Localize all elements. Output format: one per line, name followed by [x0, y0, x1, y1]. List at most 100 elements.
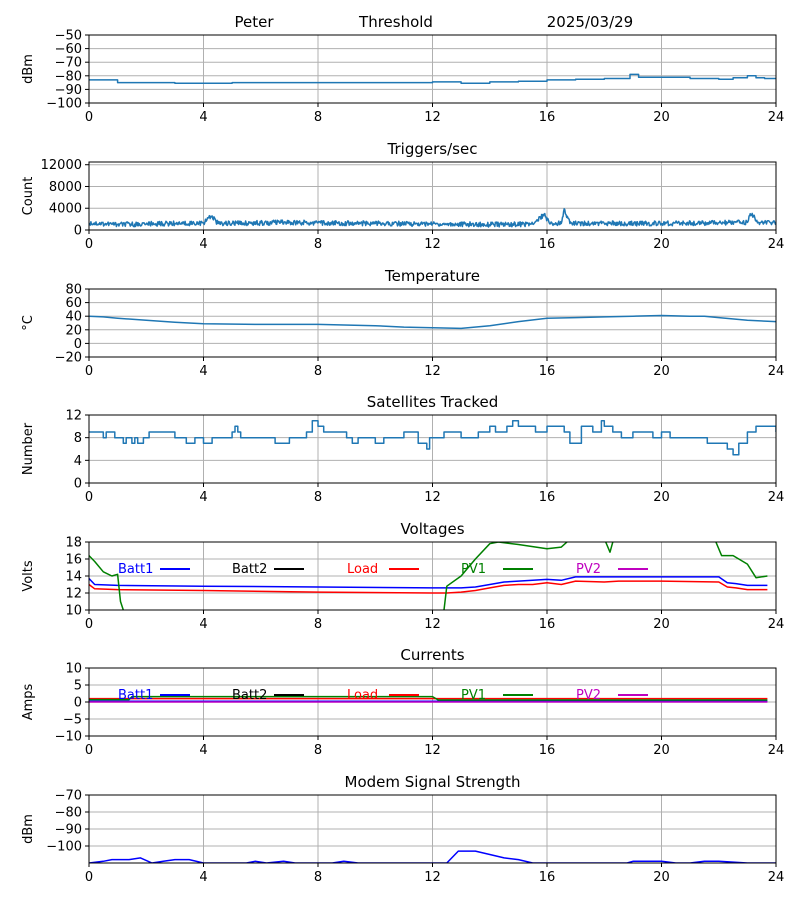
- series-line-0: [89, 419, 776, 456]
- x-tick-label: 24: [768, 617, 785, 632]
- legend-label: Load: [347, 562, 378, 577]
- series-group: [89, 419, 776, 456]
- y-tick-label: 14: [65, 570, 82, 585]
- y-tick-label: 80: [65, 283, 82, 298]
- y-tick-label: 20: [65, 323, 82, 338]
- y-tick-label: 8000: [49, 180, 82, 195]
- x-tick-label: 8: [314, 110, 322, 125]
- header-site: Peter: [234, 13, 274, 31]
- y-tick-label: 12: [65, 409, 82, 424]
- y-tick-label: −5: [63, 713, 82, 728]
- legend-label: PV1: [461, 688, 486, 703]
- x-tick-label: 16: [539, 237, 556, 252]
- y-axis-label: Count: [21, 177, 36, 216]
- legend-label: Batt1: [118, 562, 153, 577]
- x-tick-label: 20: [653, 870, 670, 885]
- x-tick-label: 24: [768, 364, 785, 379]
- x-tick-label: 24: [768, 237, 785, 252]
- x-tick-label: 8: [314, 364, 322, 379]
- y-tick-label: −60: [55, 42, 82, 57]
- chart-title: Satellites Tracked: [367, 393, 498, 411]
- x-tick-label: 20: [653, 364, 670, 379]
- series-group: [89, 695, 768, 703]
- x-tick-label: 16: [539, 110, 556, 125]
- x-tick-label: 8: [314, 490, 322, 505]
- chart-title: Triggers/sec: [387, 140, 478, 158]
- y-tick-label: 16: [65, 553, 82, 568]
- x-tick-label: 0: [85, 364, 93, 379]
- y-tick-label: 40: [65, 310, 82, 325]
- x-tick-label: 8: [314, 237, 322, 252]
- y-tick-label: −50: [55, 29, 82, 44]
- chart-title: Modem Signal Strength: [345, 773, 521, 791]
- series-group: [89, 208, 776, 228]
- x-tick-label: 24: [768, 870, 785, 885]
- y-axis-label: Volts: [21, 560, 36, 592]
- x-tick-label: 0: [85, 110, 93, 125]
- y-tick-label: −100: [46, 97, 82, 112]
- x-tick-label: 20: [653, 617, 670, 632]
- x-tick-label: 4: [199, 870, 207, 885]
- x-tick-label: 24: [768, 743, 785, 758]
- x-tick-label: 4: [199, 617, 207, 632]
- y-tick-label: −10: [55, 730, 82, 745]
- series-line-0: [89, 314, 776, 330]
- legend-label: Batt2: [232, 562, 267, 577]
- x-tick-label: 24: [768, 110, 785, 125]
- series-line-0: [89, 850, 776, 863]
- y-tick-label: 0: [74, 224, 82, 239]
- y-tick-label: −70: [55, 789, 82, 804]
- x-tick-label: 4: [199, 743, 207, 758]
- x-tick-label: 16: [539, 364, 556, 379]
- y-axis-label: °C: [21, 315, 36, 331]
- series-line-pv1: [89, 695, 768, 701]
- y-tick-label: −90: [55, 83, 82, 98]
- x-tick-label: 12: [424, 364, 441, 379]
- series-group: [89, 314, 776, 330]
- x-tick-label: 4: [199, 364, 207, 379]
- y-tick-label: −20: [55, 351, 82, 366]
- x-tick-label: 16: [539, 617, 556, 632]
- x-tick-label: 20: [653, 110, 670, 125]
- series-group: [89, 542, 768, 610]
- series-group: [89, 73, 776, 85]
- y-tick-label: −90: [55, 823, 82, 838]
- legend-label: PV2: [576, 562, 601, 577]
- x-tick-label: 16: [539, 870, 556, 885]
- x-tick-label: 16: [539, 743, 556, 758]
- x-tick-label: 0: [85, 870, 93, 885]
- y-axis-label: dBm: [21, 814, 36, 844]
- x-tick-label: 0: [85, 490, 93, 505]
- legend-label: Batt2: [232, 688, 267, 703]
- y-tick-label: 0: [74, 477, 82, 492]
- x-tick-label: 4: [199, 110, 207, 125]
- y-tick-label: 60: [65, 296, 82, 311]
- x-tick-label: 0: [85, 237, 93, 252]
- chart-panel-4: Batt1 Batt2 Load PV1 PV2 0 4 8 12 16 20 24 10 12 14 16 1…: [21, 520, 784, 632]
- x-tick-label: 12: [424, 617, 441, 632]
- series-line-batt1: [89, 576, 768, 589]
- y-tick-label: 0: [74, 696, 82, 711]
- series-line-0: [89, 208, 776, 228]
- header-label: Threshold: [358, 13, 433, 31]
- x-tick-label: 20: [653, 237, 670, 252]
- x-tick-label: 12: [424, 110, 441, 125]
- x-tick-label: 20: [653, 490, 670, 505]
- chart-panel-1: 0 4 8 12 16 20 24 0 4000 8000 12000 Triggers/sec Cou…: [21, 140, 784, 252]
- y-tick-label: 18: [65, 536, 82, 551]
- x-tick-label: 12: [424, 870, 441, 885]
- series-line-0: [89, 73, 776, 85]
- x-tick-label: 16: [539, 490, 556, 505]
- series-line-pv1: [443, 542, 568, 610]
- y-axis-label: Number: [21, 422, 36, 475]
- x-tick-label: 24: [768, 490, 785, 505]
- y-tick-label: −70: [55, 56, 82, 71]
- y-tick-label: −80: [55, 806, 82, 821]
- y-axis-label: dBm: [21, 54, 36, 84]
- series-line-load: [89, 580, 768, 594]
- y-tick-label: 8: [74, 431, 82, 446]
